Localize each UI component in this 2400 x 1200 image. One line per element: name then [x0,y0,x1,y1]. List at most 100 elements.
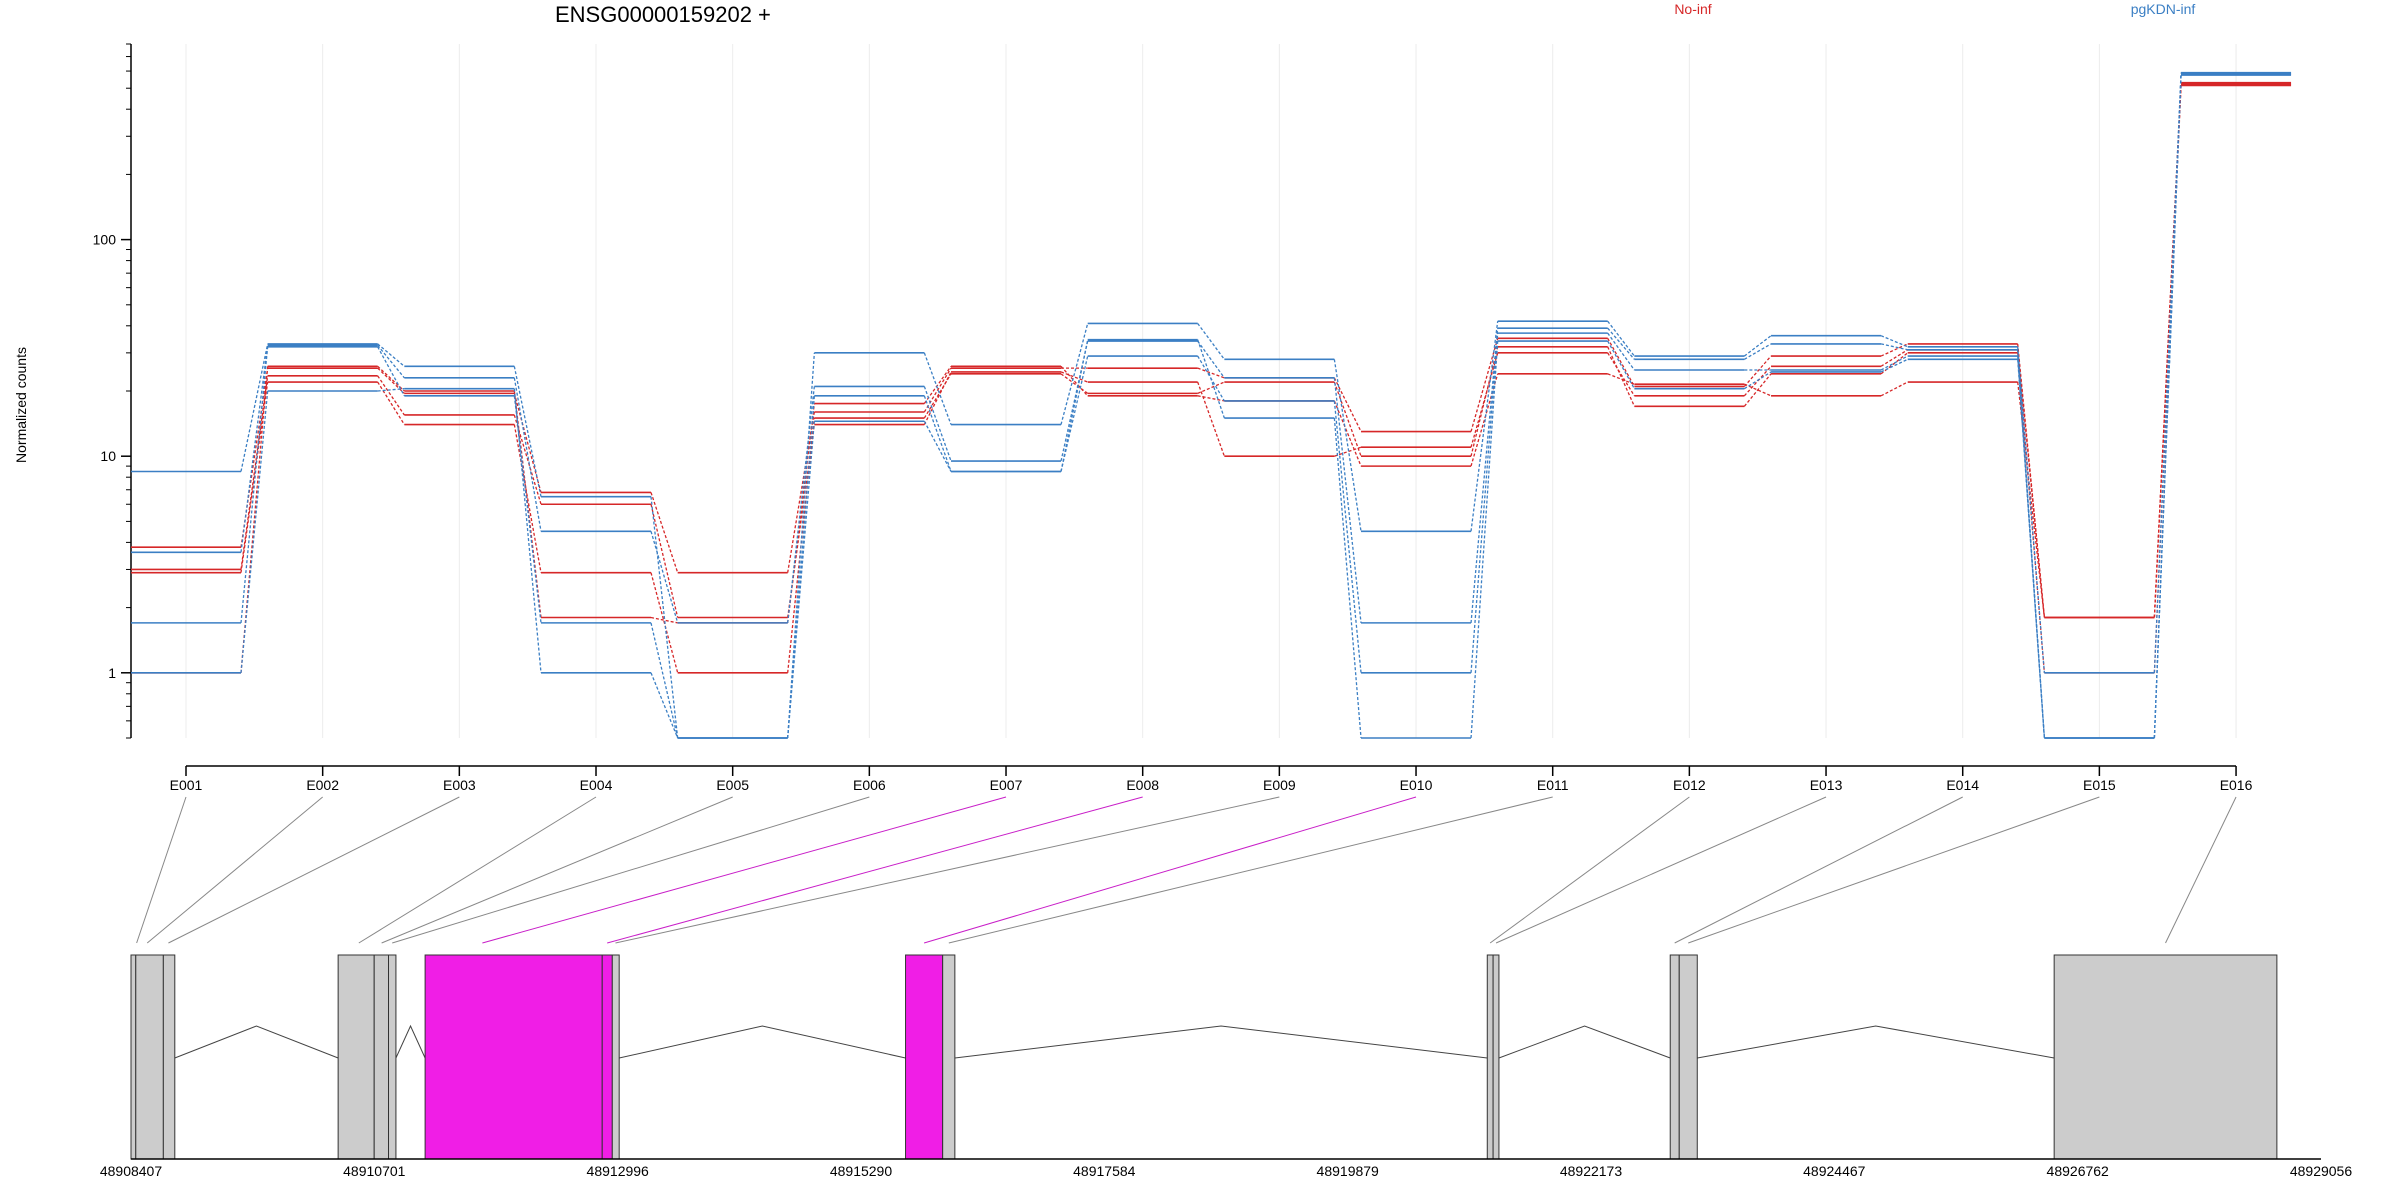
series-connector [1333,359,1362,532]
series-connector [1607,346,1635,407]
exon-link-e002 [146,796,323,944]
genomic-tick-label-4: 48915290 [830,1163,893,1179]
series-lines [131,71,2292,739]
series-connector [923,367,952,413]
intron-1 [174,1025,339,1059]
series-connector [377,388,405,392]
series-6-pgkdn-inf [131,72,2292,739]
series-connector [1607,320,1635,357]
series-connector [650,492,679,573]
series-connector [650,496,679,739]
exon-block-8 [601,954,613,1160]
exon-link-e014 [1674,796,1963,944]
exon-link-e006 [392,796,870,944]
series-connector [1197,381,1225,457]
series-connector [1197,323,1225,360]
x-tick-label-e005: E005 [716,777,749,793]
x-tick-label-e008: E008 [1126,777,1159,793]
x-tick-label-e003: E003 [443,777,476,793]
series-connector [240,381,269,573]
exon-link-e007 [482,796,1007,944]
series-connector [1197,367,1225,379]
y-axis-label: Normalized counts [13,347,29,463]
exon-link-e008 [607,796,1143,944]
series-5-pgkdn-inf [131,71,2292,739]
series-connector [1743,335,1772,357]
exon-block-3 [162,954,176,1160]
series-connector [2017,381,2046,618]
series-connector [787,417,815,673]
series-connector [513,388,542,673]
exon-block-9 [611,954,620,1160]
x-tick-label-e011: E011 [1537,777,1569,793]
x-tick-label-e015: E015 [2083,777,2116,793]
series-connector [1880,349,1909,367]
series-connector [923,373,952,419]
series-2-no-inf [131,83,2292,619]
intron-6 [1697,1025,2055,1059]
genomic-tick-label-6: 48919879 [1317,1163,1380,1179]
genomic-tick-label-10: 48929056 [2290,1163,2353,1179]
series-connector [240,390,269,673]
series-connector [1743,355,1772,387]
series-connector [923,386,952,462]
series-7-pgkdn-inf [131,73,2292,739]
series-connector [923,420,952,472]
exon-link-e001 [136,796,187,944]
series-connector [377,346,405,397]
x-tick-label-e002: E002 [306,777,339,793]
x-axis: E001 E002 E003 E004 E005 E006 E007 E008 E009 E010… [170,765,2253,793]
x-tick-label-e009: E009 [1263,777,1296,793]
intron-5 [1498,1025,1671,1059]
series-connector [650,504,679,618]
chart-title: ENSG00000159202 + [555,2,771,27]
series-connector [1880,355,1909,371]
genomic-tick-label-2: 48910701 [343,1163,406,1179]
series-connector [1880,343,1908,351]
series-connector [513,393,542,493]
series-connector [240,346,269,623]
series-connector [377,375,405,416]
series-connector [1607,352,1635,397]
exon-link-e016 [2165,796,2237,944]
exon-connector-lines [136,796,2237,944]
genomic-tick-label-3: 48912996 [587,1163,650,1179]
series-connector [1470,346,1499,457]
series-connector [2153,83,2182,618]
legend-label-no-inf: No-inf [1674,1,1711,17]
exon-block-10 [905,954,944,1160]
exon-link-e011 [948,796,1553,944]
series-connector [650,531,679,624]
x-tick-label-e010: E010 [1400,777,1433,793]
series-connector [1060,340,1089,462]
exon-block-2 [135,954,164,1160]
genomic-axis: 48908407 48910701 48912996 48915290 48917584… [100,1158,2353,1179]
series-connector [1880,381,1909,397]
series-connector [377,381,405,425]
series-connector [787,421,815,739]
series-connector [787,352,815,739]
series-connector [1197,339,1225,419]
exon-link-e003 [168,796,460,944]
exon-block-15 [1678,954,1698,1160]
series-connector [1607,340,1635,389]
genomic-tick-label-9: 48926762 [2047,1163,2110,1179]
exon-block-1 [130,954,137,1160]
x-tick-label-e007: E007 [990,777,1023,793]
series-connector [1333,400,1362,467]
series-connector [240,343,269,472]
exon-block-14 [1669,954,1680,1160]
series-connector [2017,359,2046,739]
series-connector [1880,343,1908,357]
y-tick-label-100: 100 [93,232,117,248]
series-connector [513,424,542,573]
series-connector [1470,321,1499,532]
series-connector [1060,339,1089,472]
intron-4 [954,1025,1488,1059]
exon-link-e013 [1495,796,1827,944]
exon-link-e009 [615,796,1280,944]
y-tick-label-10: 10 [100,448,116,464]
genomic-tick-label-7: 48922173 [1560,1163,1623,1179]
series-connector [1333,418,1362,739]
series-connector [1197,395,1225,402]
